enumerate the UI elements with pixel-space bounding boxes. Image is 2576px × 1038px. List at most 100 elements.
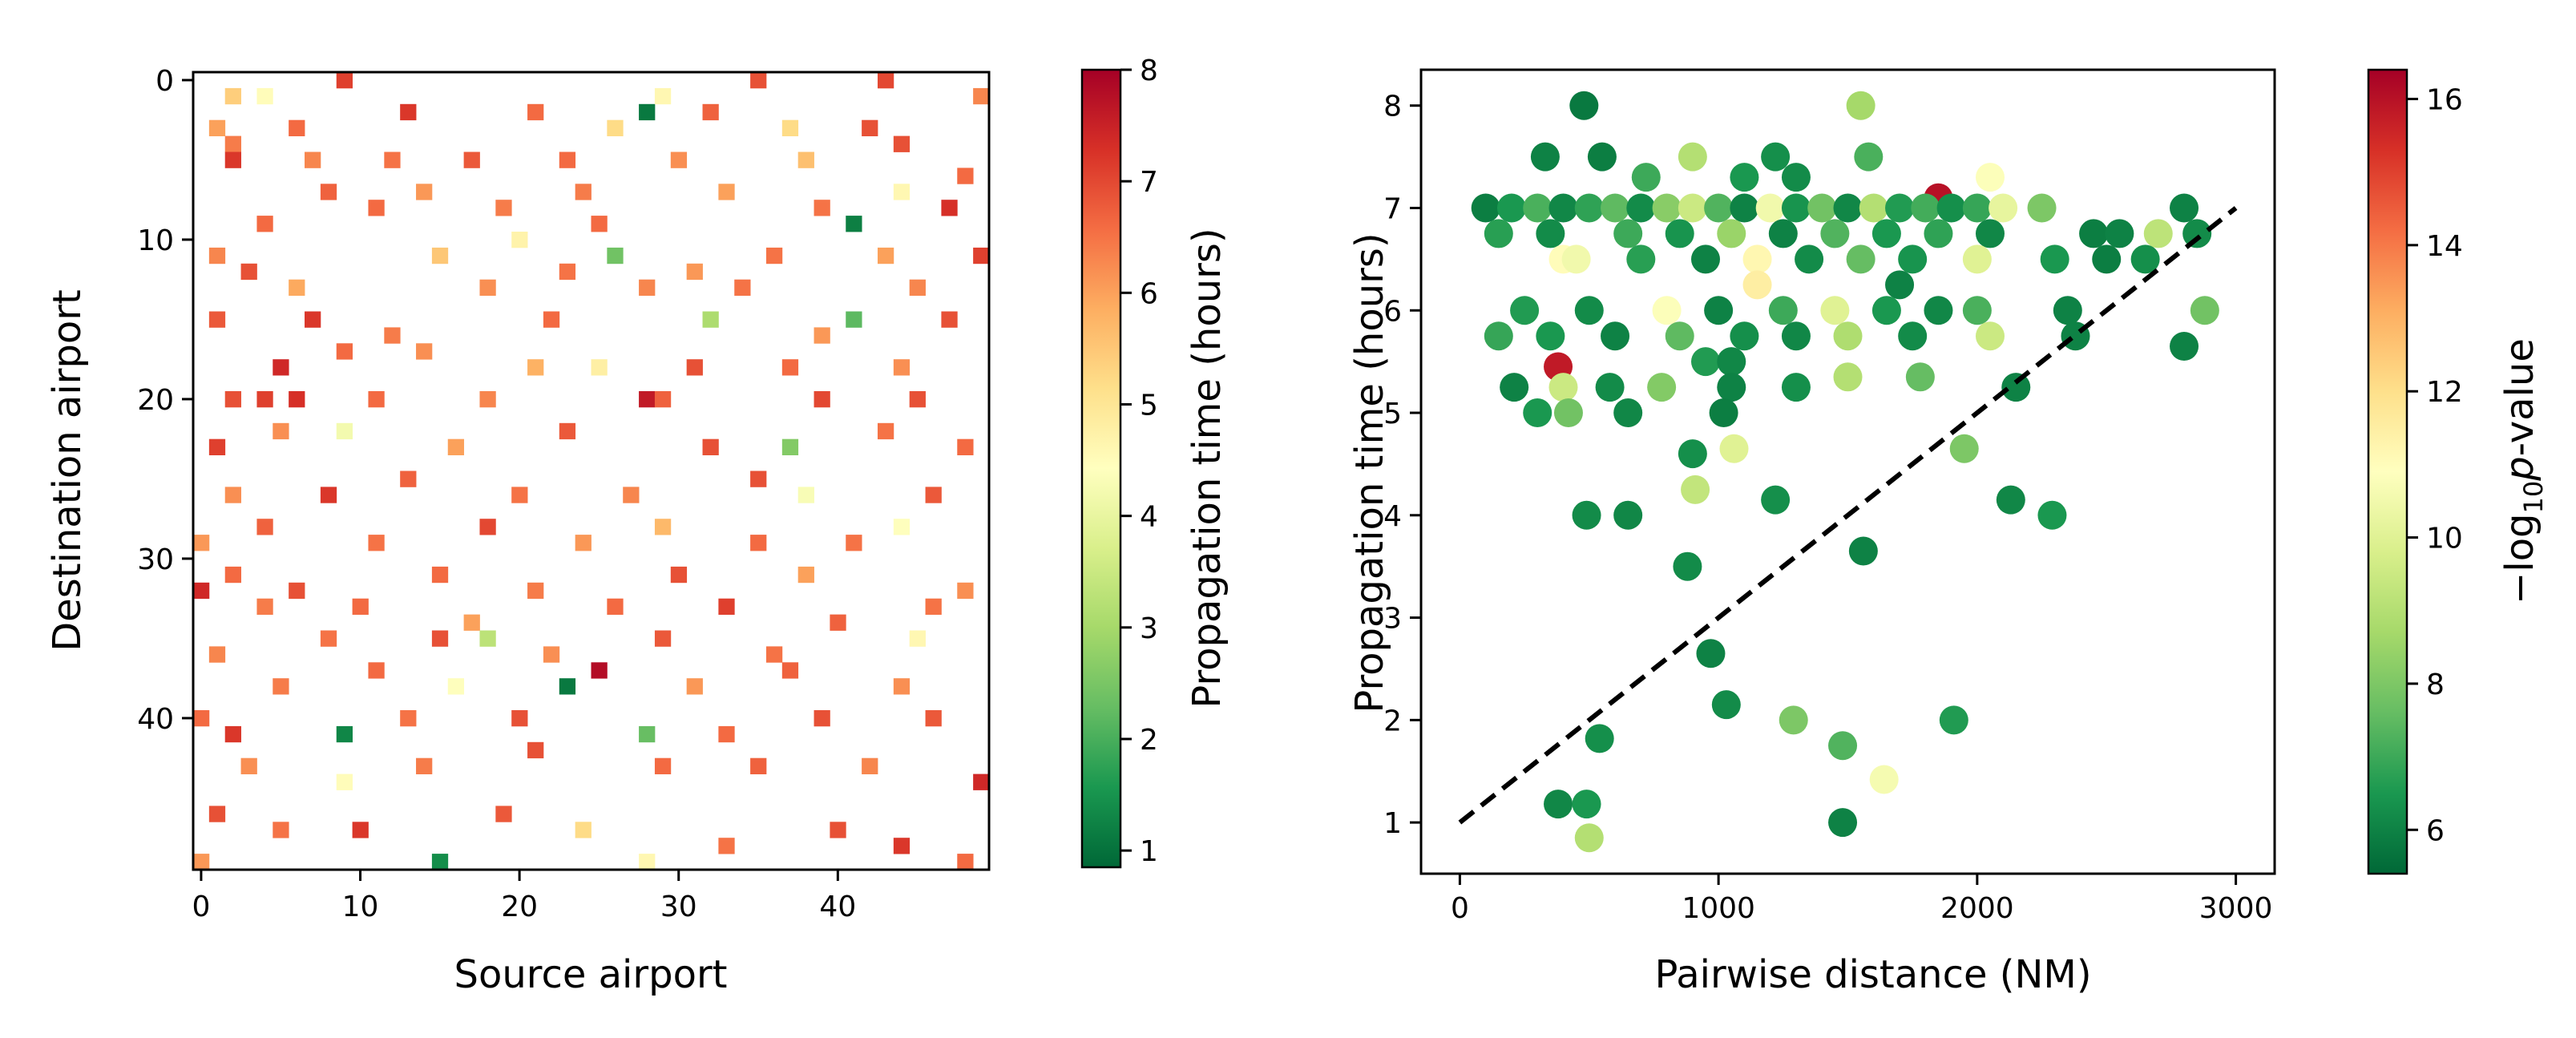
heatmap-cell — [368, 200, 385, 216]
scatter-point — [1709, 398, 1738, 428]
heatmap-cell — [543, 646, 560, 663]
scatter-point — [1601, 193, 1630, 223]
heatmap-cell — [639, 725, 656, 743]
heatmap-cell — [702, 438, 719, 455]
heatmap-cell — [479, 279, 496, 296]
scatter-point — [1898, 321, 1928, 351]
scatter-point — [2001, 373, 2031, 402]
x-tick-label: 0 — [192, 891, 210, 923]
scatter-point — [1781, 193, 1811, 223]
heatmap-cell — [909, 630, 926, 647]
scatter-point — [1936, 193, 1966, 223]
scatter-point — [1665, 321, 1694, 351]
heatmap-y-axis-label: Destination airport — [45, 289, 90, 652]
x-tick-label: 0 — [1451, 892, 1469, 925]
heatmap-cell — [400, 103, 417, 121]
heatmap-cell — [400, 471, 417, 487]
heatmap-cell — [479, 630, 496, 647]
heatmap-cell — [368, 391, 385, 408]
scatter-point — [2190, 296, 2219, 325]
scatter-point — [1717, 373, 1746, 402]
scatter-point — [1768, 219, 1798, 248]
scatter-point — [1678, 193, 1707, 223]
scatter-point — [1585, 724, 1614, 753]
y-tick-label: 8 — [1383, 91, 1402, 123]
scatter-point — [1719, 434, 1749, 463]
scatter-point — [1846, 244, 1875, 274]
scatter-point — [1572, 790, 1601, 819]
heatmap-cell — [352, 822, 369, 838]
heatmap-cell — [305, 311, 321, 328]
scatter-point — [1730, 193, 1759, 223]
heatmap-cell — [591, 662, 608, 679]
colorbar-tick-label: 3 — [1140, 612, 1158, 645]
scatter-point — [1898, 244, 1928, 274]
heatmap-cell — [495, 806, 512, 822]
heatmap-cell — [256, 598, 273, 615]
x-tick-label: 1000 — [1682, 892, 1755, 925]
heatmap-cell — [654, 757, 672, 774]
scatter-point — [1871, 296, 1901, 325]
heatmap-cell — [289, 119, 305, 136]
scatter-point — [1781, 163, 1811, 192]
heatmap-cell — [336, 422, 353, 440]
heatmap-cell — [447, 678, 465, 695]
heatmap-cell — [305, 151, 321, 168]
heatmap-cell — [273, 359, 289, 376]
heatmap-cell — [957, 582, 974, 600]
heatmap-cell — [781, 359, 799, 376]
heatmap-cell — [909, 279, 926, 296]
scatter-point — [1781, 373, 1811, 402]
scatter-point — [2037, 500, 2067, 530]
scatter-point — [1500, 373, 1529, 402]
scatter-point — [1924, 219, 1953, 248]
x-tick-label: 20 — [501, 891, 538, 923]
heatmap-cell — [511, 710, 528, 727]
heatmap-cell — [240, 757, 257, 774]
heatmap-cell — [256, 391, 273, 408]
heatmap-cell — [289, 391, 305, 408]
scatter-point — [2130, 244, 2160, 274]
scatter-y-ticks: 1 2 3 4 5 6 7 8 — [1383, 91, 1421, 840]
scatter-point — [2092, 244, 2122, 274]
scatter-point — [1471, 193, 1500, 223]
heatmap-cell — [431, 630, 449, 647]
heatmap-cell — [208, 646, 226, 663]
heatmap-cell — [893, 135, 910, 152]
scatter-point — [1696, 639, 1726, 668]
colorbar-label: −log10p-value — [2497, 338, 2549, 604]
scatter-point — [1962, 193, 1992, 223]
scatter-point — [1795, 244, 1824, 274]
heatmap-cell — [909, 391, 926, 408]
scatter-point — [1587, 142, 1617, 172]
heatmap-cell — [224, 135, 241, 152]
scatter-point — [1869, 765, 1899, 794]
y-tick-label: 7 — [1383, 192, 1402, 225]
heatmap-cell — [607, 598, 624, 615]
scatter-point — [1613, 500, 1643, 530]
scatter-point — [1846, 91, 1875, 120]
heatmap-cell — [797, 487, 814, 503]
scatter-point — [1665, 219, 1694, 248]
x-tick-label: 3000 — [2199, 892, 2273, 925]
heatmap-cell — [734, 279, 751, 296]
heatmap-cell — [973, 247, 990, 265]
scatter-point — [1673, 551, 1702, 581]
heatmap-cell — [718, 598, 735, 615]
heatmap-cell — [686, 359, 703, 376]
colorbar-label: Propagation time (hours) — [1185, 228, 1229, 708]
heatmap-cell — [543, 311, 560, 328]
heatmap-cell — [368, 662, 385, 679]
scatter-point — [1833, 362, 1863, 392]
heatmap-cells — [193, 72, 990, 870]
heatmap-cell — [814, 200, 830, 216]
heatmap-cell — [973, 773, 990, 790]
scatter-point — [1939, 705, 1968, 735]
heatmap-cell — [877, 247, 894, 265]
heatmap-cell — [686, 263, 703, 281]
heatmap-cell — [830, 614, 846, 631]
scatter-point — [1905, 362, 1935, 392]
heatmap-cell — [750, 535, 767, 551]
scatter-point — [1962, 296, 1992, 325]
heatmap-cell — [893, 838, 910, 854]
